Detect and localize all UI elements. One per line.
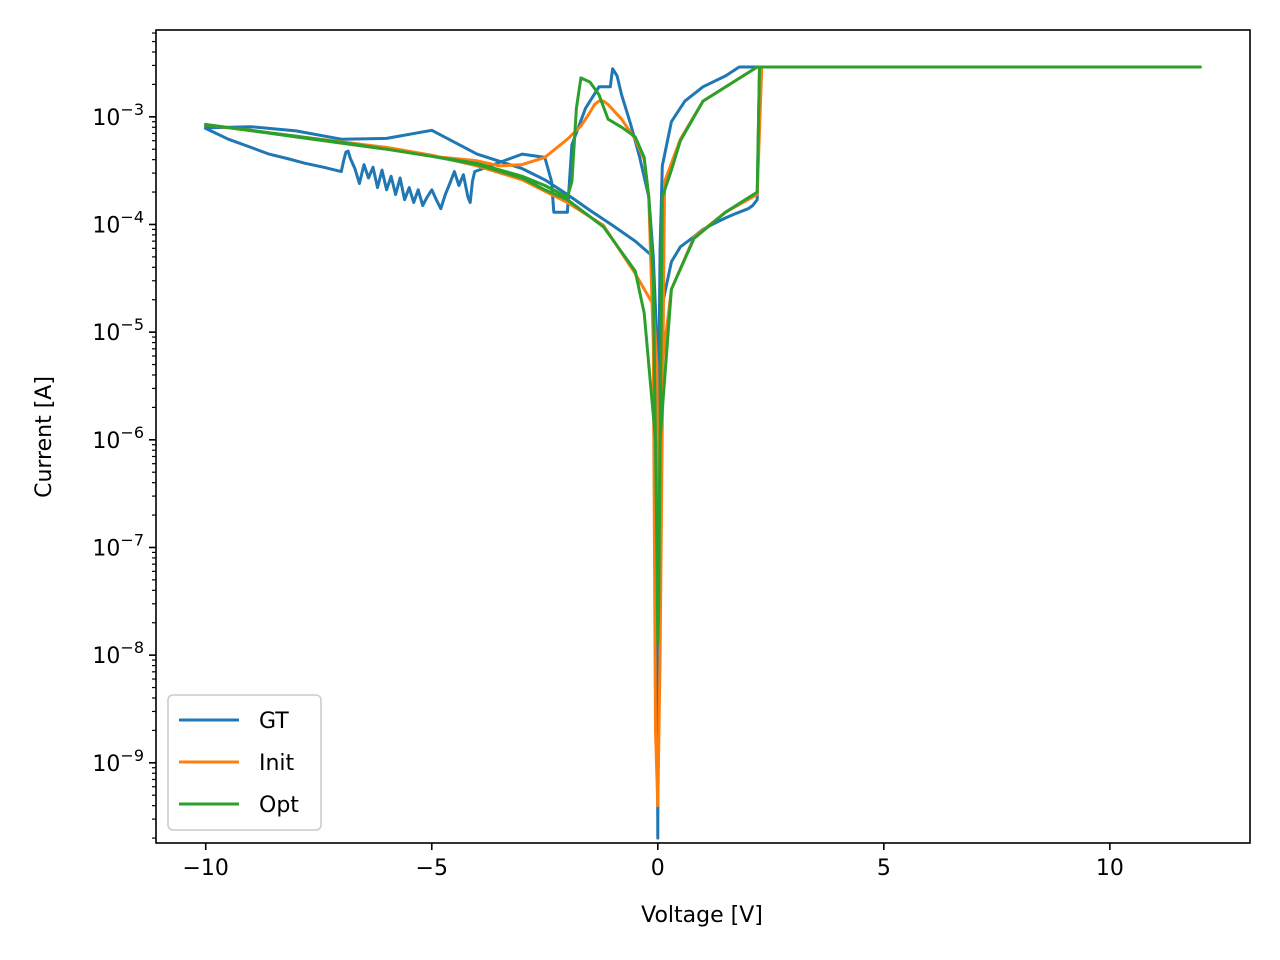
y-tick-label: 10−8 bbox=[92, 638, 144, 669]
x-tick-label: 5 bbox=[877, 856, 891, 881]
legend-box bbox=[167, 694, 322, 831]
series-line-gt bbox=[203, 65, 761, 840]
legend-label-gt: GT bbox=[259, 709, 289, 734]
y-tick-label: 10−7 bbox=[92, 530, 144, 561]
plot-frame bbox=[155, 29, 1251, 844]
y-axis-label: Current [A] bbox=[32, 376, 57, 498]
y-tick-label: 10−3 bbox=[92, 100, 144, 131]
legend-label-opt: Opt bbox=[259, 793, 299, 818]
y-tick-label: 10−9 bbox=[92, 746, 144, 777]
series-layer bbox=[203, 65, 1202, 840]
x-tick-label: −5 bbox=[416, 856, 448, 881]
x-tick-label: 0 bbox=[651, 856, 665, 881]
y-tick-label: 10−6 bbox=[92, 423, 144, 454]
x-axis-label: Voltage [V] bbox=[641, 903, 763, 928]
legend-label-init: Init bbox=[259, 751, 295, 776]
y-tick-label: 10−5 bbox=[92, 315, 144, 346]
x-tick-label: −10 bbox=[183, 856, 229, 881]
axes-border bbox=[155, 29, 1251, 844]
legend: GT Init Opt bbox=[167, 694, 322, 831]
y-tick-label: 10−4 bbox=[92, 207, 144, 238]
series-line-opt bbox=[204, 65, 1202, 645]
series-line-init bbox=[204, 65, 1202, 808]
x-axis-ticks: −10 −5 0 5 10 bbox=[183, 843, 1124, 881]
y-axis-ticks: 10−9 10−8 10−7 10−6 10−5 10−4 10−3 bbox=[92, 32, 156, 839]
x-tick-label: 10 bbox=[1096, 856, 1124, 881]
